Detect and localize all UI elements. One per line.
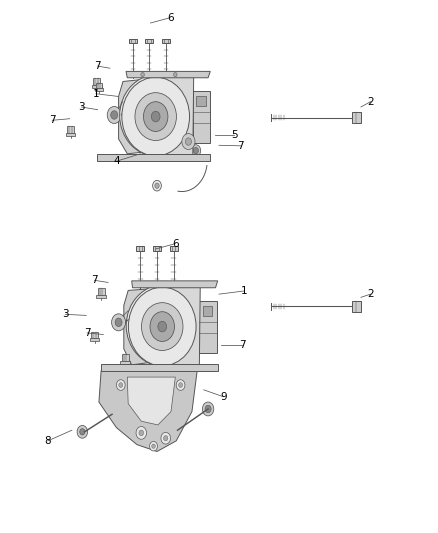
Polygon shape: [170, 246, 177, 251]
Polygon shape: [96, 295, 106, 298]
Polygon shape: [196, 96, 206, 106]
Polygon shape: [98, 288, 105, 295]
Text: 2: 2: [367, 289, 374, 299]
Circle shape: [179, 383, 183, 387]
Circle shape: [193, 148, 198, 154]
Circle shape: [170, 429, 177, 437]
Circle shape: [136, 426, 147, 439]
Polygon shape: [126, 71, 210, 78]
Circle shape: [152, 444, 155, 448]
Polygon shape: [96, 83, 102, 88]
Circle shape: [155, 183, 159, 188]
Circle shape: [141, 72, 145, 77]
Text: 7: 7: [237, 141, 244, 151]
Circle shape: [139, 430, 144, 436]
Text: 6: 6: [167, 13, 173, 23]
Circle shape: [205, 405, 211, 413]
Circle shape: [202, 402, 214, 416]
Text: 7: 7: [91, 276, 98, 285]
Circle shape: [119, 383, 123, 387]
Polygon shape: [155, 77, 194, 159]
Text: 3: 3: [62, 309, 69, 319]
Text: 7: 7: [84, 328, 91, 338]
Circle shape: [107, 107, 121, 124]
Ellipse shape: [126, 284, 203, 367]
Polygon shape: [119, 78, 158, 154]
Ellipse shape: [128, 287, 196, 366]
Circle shape: [77, 425, 88, 438]
Polygon shape: [193, 91, 210, 143]
Polygon shape: [92, 85, 102, 88]
Text: 4: 4: [113, 156, 120, 166]
Polygon shape: [101, 364, 218, 370]
Circle shape: [152, 180, 161, 191]
Polygon shape: [67, 126, 74, 133]
Polygon shape: [99, 370, 197, 451]
Circle shape: [151, 111, 160, 122]
Circle shape: [197, 129, 205, 139]
Polygon shape: [122, 354, 129, 361]
Polygon shape: [93, 78, 100, 85]
Polygon shape: [97, 154, 210, 161]
Circle shape: [150, 312, 174, 342]
Circle shape: [173, 72, 177, 77]
Polygon shape: [95, 88, 103, 91]
Circle shape: [185, 138, 191, 146]
Polygon shape: [145, 39, 153, 43]
Circle shape: [182, 134, 195, 150]
Polygon shape: [199, 301, 217, 353]
Polygon shape: [161, 287, 200, 368]
Text: 7: 7: [94, 61, 101, 71]
Text: 7: 7: [49, 115, 56, 125]
Circle shape: [163, 435, 168, 441]
Ellipse shape: [122, 77, 190, 156]
Polygon shape: [153, 246, 161, 251]
Polygon shape: [162, 39, 170, 43]
Ellipse shape: [135, 93, 177, 141]
Circle shape: [150, 441, 157, 451]
Circle shape: [158, 321, 166, 332]
Polygon shape: [120, 361, 130, 364]
Text: 8: 8: [45, 436, 51, 446]
Circle shape: [112, 314, 126, 331]
Polygon shape: [124, 288, 164, 365]
Polygon shape: [352, 112, 361, 123]
Text: 1: 1: [92, 88, 99, 99]
Text: 9: 9: [220, 392, 227, 402]
Circle shape: [111, 408, 118, 417]
Circle shape: [144, 102, 168, 132]
Polygon shape: [91, 332, 98, 338]
Text: 1: 1: [241, 286, 247, 296]
Circle shape: [176, 379, 185, 390]
Text: 2: 2: [367, 96, 374, 107]
Circle shape: [161, 432, 170, 444]
Polygon shape: [203, 306, 212, 316]
Polygon shape: [137, 246, 145, 251]
Circle shape: [115, 318, 122, 327]
Circle shape: [117, 379, 125, 390]
Text: 3: 3: [78, 102, 85, 112]
Polygon shape: [66, 133, 75, 136]
Polygon shape: [90, 338, 99, 342]
Polygon shape: [129, 39, 137, 43]
Circle shape: [80, 429, 85, 435]
Ellipse shape: [141, 303, 183, 351]
Polygon shape: [127, 377, 175, 425]
Polygon shape: [132, 281, 218, 288]
Circle shape: [198, 131, 203, 136]
Circle shape: [191, 145, 201, 157]
Text: 6: 6: [172, 239, 179, 248]
Circle shape: [172, 431, 176, 435]
Circle shape: [111, 111, 118, 119]
Ellipse shape: [120, 74, 196, 157]
Circle shape: [205, 341, 209, 346]
Circle shape: [113, 410, 116, 415]
Text: 7: 7: [239, 340, 245, 350]
Polygon shape: [352, 301, 361, 312]
Text: 5: 5: [231, 130, 237, 140]
Circle shape: [203, 339, 211, 349]
